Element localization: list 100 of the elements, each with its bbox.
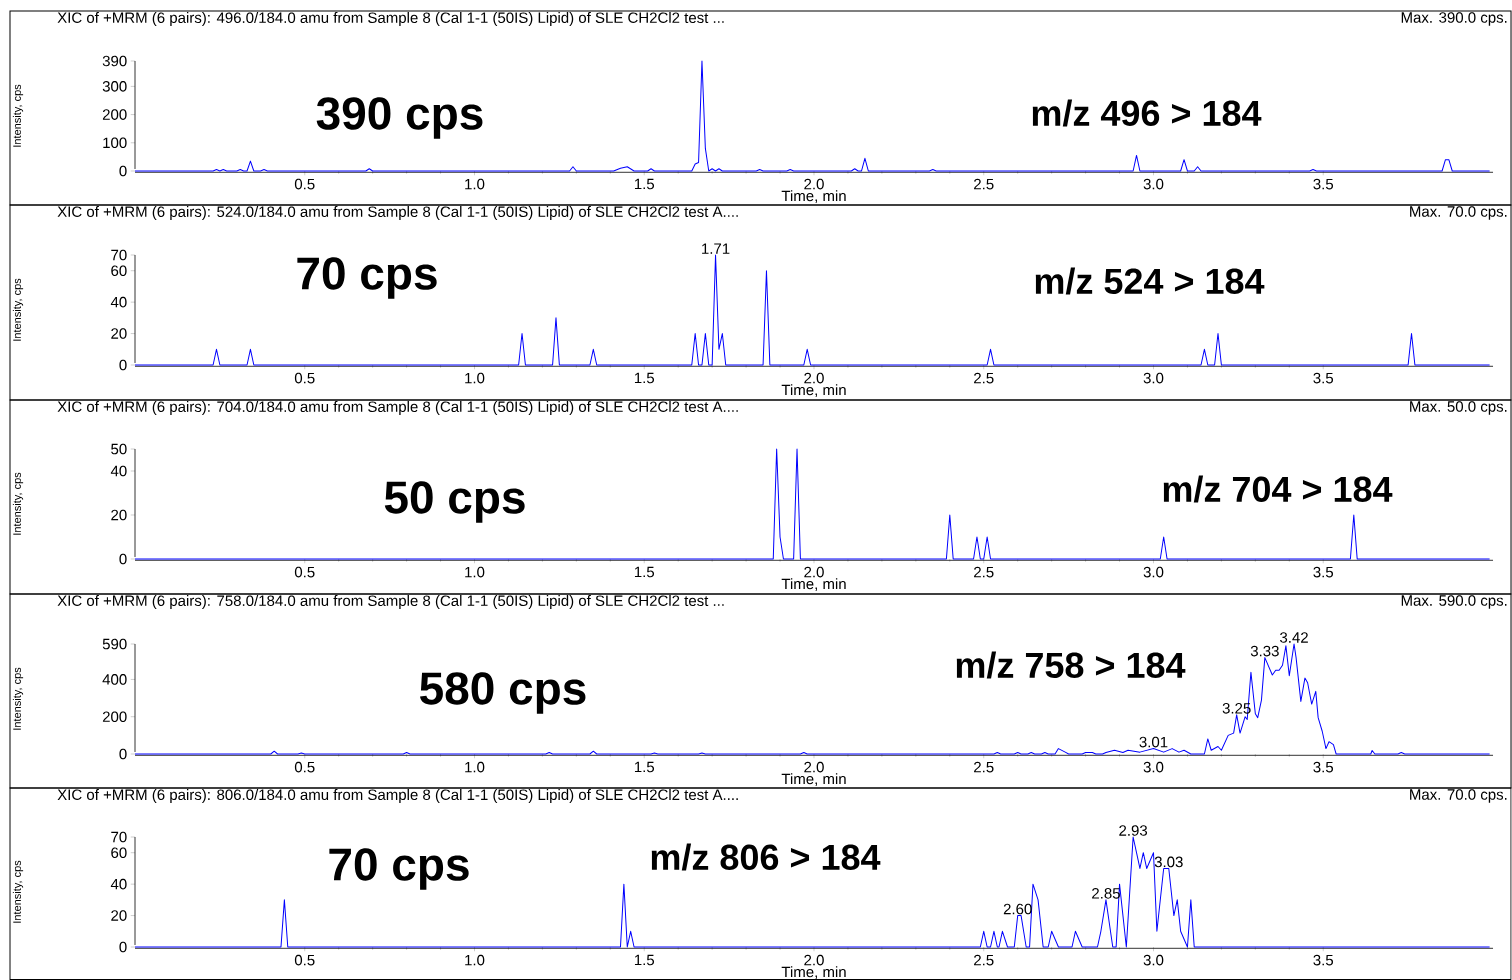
chart-subtitle: Max. 590.0 cps.	[1401, 595, 1507, 609]
chart-title: XIC of +MRM (6 pairs): 806.0/184.0 amu from Sample 8 (Cal 1-1 (50IS) Lipid) of SLE CH2Cl2 test A....	[57, 789, 738, 803]
annotation: 580 cps	[420, 672, 586, 714]
x-tick-label: 3.0	[1143, 954, 1164, 966]
y-tick-label: 0	[119, 165, 127, 177]
line-series	[134, 448, 1491, 560]
x-tick-label: 1.5	[634, 954, 655, 966]
annotation: 1.71	[702, 243, 730, 254]
chart-title: XIC of +MRM (6 pairs): 496.0/184.0 amu from Sample 8 (Cal 1-1 (50IS) Lipid) of SLE CH2Cl2 test ...	[57, 12, 724, 26]
x-tick-label: 3.0	[1143, 372, 1164, 384]
annotation: 70 cps	[297, 257, 437, 299]
x-tick-label: 2.0	[804, 566, 824, 578]
annotation: 3.33	[1250, 645, 1279, 657]
x-tick-label: 2.5	[974, 761, 994, 773]
y-tick-label: 60	[111, 265, 127, 277]
y-tick-label: 20	[111, 910, 127, 921]
x-tick-label: 1.5	[634, 566, 655, 578]
annotation: 3.25	[1222, 703, 1251, 714]
annotation: 50 cps	[384, 481, 525, 523]
y-tick-label: 200	[102, 711, 127, 723]
y-tick-label: 100	[103, 137, 127, 149]
y-tick-label: 50	[111, 443, 127, 455]
x-tick-label: 3.5	[1313, 954, 1334, 966]
y-tick-label: 0	[119, 748, 127, 760]
annotation: m/z 524 > 184	[1035, 267, 1265, 295]
annotation: m/z 758 > 184	[956, 651, 1186, 679]
x-tick-label: 3.5	[1313, 372, 1334, 384]
chart-title: XIC of +MRM (6 pairs): 758.0/184.0 amu from Sample 8 (Cal 1-1 (50IS) Lipid) of SLE CH2Cl2 test ...	[57, 595, 724, 609]
chart-subtitle: Max. 70.0 cps.	[1410, 206, 1507, 220]
annotation: m/z 806 > 184	[651, 843, 881, 871]
annotation: 390 cps	[316, 97, 483, 139]
y-axis-title: Intensity, cps	[12, 278, 24, 341]
x-tick-label: 2.0	[804, 372, 824, 384]
chart-subtitle: Max. 50.0 cps.	[1410, 401, 1507, 415]
x-tick-label: 3.5	[1313, 566, 1334, 578]
x-tick-label: 1.0	[465, 372, 485, 384]
x-tick-label: 3.0	[1143, 761, 1164, 773]
x-tick-label: 1.0	[465, 178, 485, 190]
x-tick-label: 2.5	[974, 566, 994, 578]
y-tick-label: 400	[102, 674, 127, 685]
x-axis-title: Time, min	[781, 384, 846, 397]
y-tick-label: 0	[119, 941, 127, 953]
y-tick-label: 60	[111, 847, 127, 859]
y-axis-title: Intensity, cps	[12, 84, 24, 147]
x-tick-label: 1.0	[465, 566, 485, 578]
x-axis-title: Time, min	[781, 966, 846, 979]
x-tick-label: 0.5	[294, 566, 315, 578]
line-series	[134, 643, 1491, 755]
chart-title: XIC of +MRM (6 pairs): 524.0/184.0 amu from Sample 8 (Cal 1-1 (50IS) Lipid) of SLE CH2Cl2 test A....	[57, 206, 738, 220]
y-tick-label: 20	[111, 328, 127, 339]
annotation: 2.93	[1119, 825, 1148, 836]
x-tick-label: 1.5	[634, 178, 655, 190]
x-tick-label: 2.5	[974, 954, 994, 966]
annotation: 3.03	[1154, 856, 1183, 868]
y-tick-label: 390	[102, 55, 127, 67]
x-tick-label: 1.5	[634, 372, 655, 384]
y-tick-label: 40	[110, 296, 127, 308]
line-series	[134, 254, 1491, 366]
y-tick-label: 300	[102, 81, 127, 92]
annotation: 3.42	[1280, 632, 1308, 643]
annotation: m/z 496 > 184	[1032, 99, 1262, 127]
annotation: 2.85	[1092, 888, 1120, 899]
y-tick-label: 0	[119, 359, 127, 371]
y-tick-label: 200	[102, 109, 127, 120]
y-axis-title: Intensity, cps	[12, 860, 24, 923]
y-tick-label: 70	[111, 249, 127, 261]
x-tick-label: 2.5	[974, 372, 994, 384]
y-axis-title: Intensity, cps	[12, 667, 24, 730]
x-tick-label: 2.0	[804, 178, 824, 190]
y-tick-label: 0	[119, 553, 127, 565]
y-tick-label: 20	[111, 509, 127, 521]
x-tick-label: 3.0	[1143, 178, 1164, 190]
x-tick-label: 2.0	[804, 761, 824, 773]
chart-subtitle: Max. 70.0 cps.	[1410, 789, 1507, 803]
annotation: m/z 704 > 184	[1163, 475, 1393, 503]
x-tick-label: 2.5	[974, 178, 994, 190]
x-tick-label: 2.0	[804, 954, 824, 966]
x-tick-label: 1.0	[465, 954, 485, 966]
y-tick-label: 40	[110, 878, 127, 890]
x-tick-label: 0.5	[294, 178, 315, 190]
x-tick-label: 3.0	[1143, 566, 1164, 578]
x-tick-label: 0.5	[294, 954, 315, 966]
annotation: 3.01	[1139, 736, 1168, 748]
x-tick-label: 3.5	[1313, 178, 1334, 190]
chart-title: XIC of +MRM (6 pairs): 704.0/184.0 amu from Sample 8 (Cal 1-1 (50IS) Lipid) of SLE CH2Cl2 test A....	[57, 401, 738, 415]
x-axis-title: Time, min	[781, 578, 846, 591]
x-tick-label: 1.0	[465, 761, 485, 773]
y-tick-label: 590	[102, 638, 127, 650]
line-series	[134, 60, 1491, 172]
x-tick-label: 0.5	[294, 761, 315, 773]
x-axis-title: Time, min	[781, 190, 846, 203]
x-tick-label: 1.5	[634, 761, 655, 773]
y-tick-label: 40	[110, 465, 127, 477]
x-tick-label: 3.5	[1313, 761, 1334, 773]
y-axis-title: Intensity, cps	[12, 472, 24, 535]
x-tick-label: 0.5	[294, 372, 315, 384]
line-series	[134, 836, 1491, 948]
chart-subtitle: Max. 390.0 cps.	[1401, 12, 1507, 26]
y-tick-label: 70	[111, 831, 127, 843]
annotation: 70 cps	[329, 848, 469, 890]
